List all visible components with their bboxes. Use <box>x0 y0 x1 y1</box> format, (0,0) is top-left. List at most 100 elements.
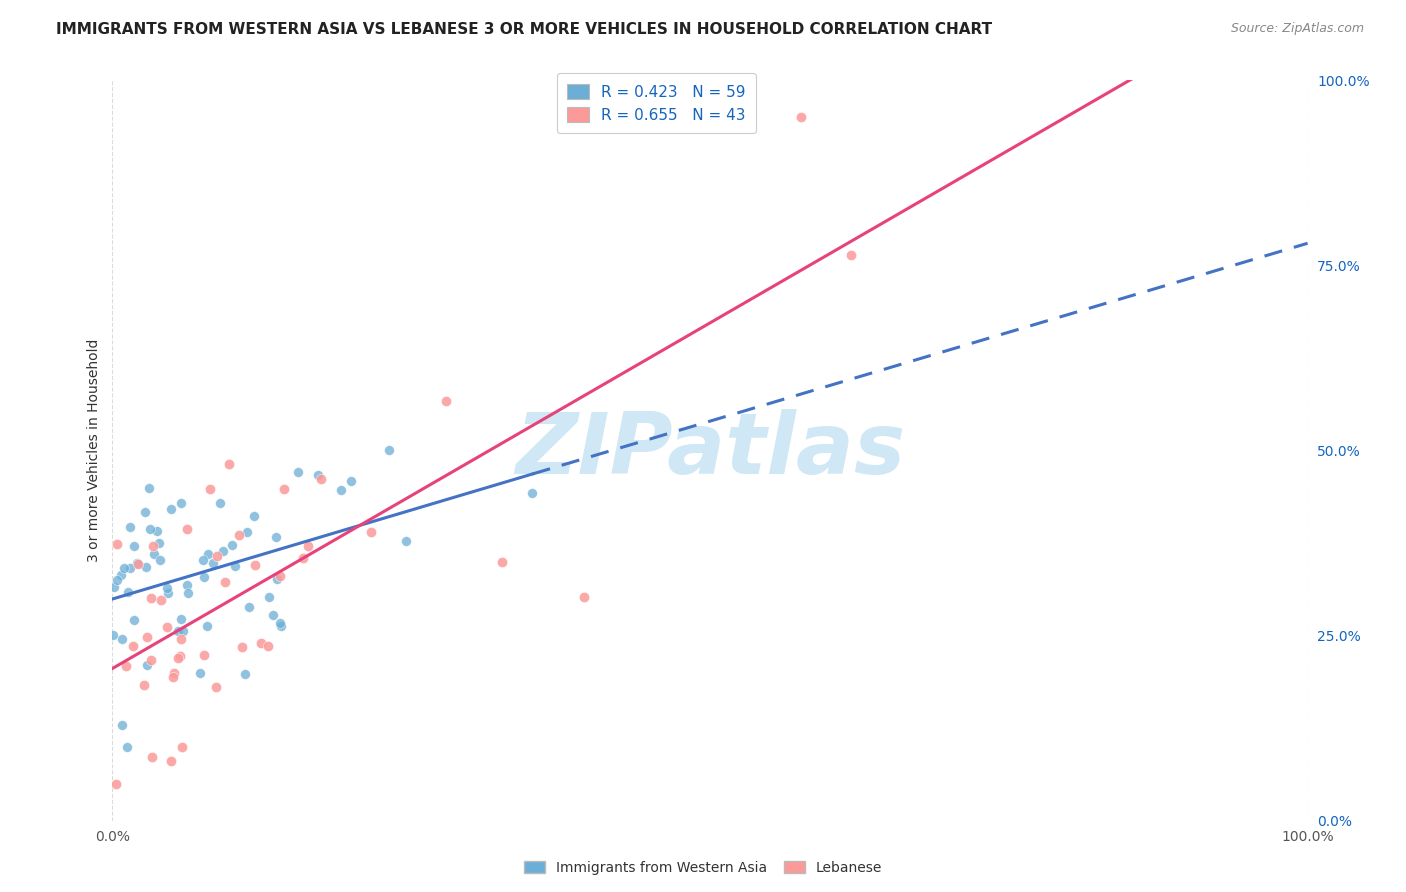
Point <box>231 640 253 655</box>
Point <box>118 520 141 534</box>
Point <box>201 557 224 571</box>
Point <box>218 457 240 471</box>
Point <box>172 624 194 638</box>
Point <box>167 624 190 639</box>
Point <box>103 580 125 594</box>
Point <box>122 539 145 553</box>
Point <box>135 559 157 574</box>
Legend: Immigrants from Western Asia, Lebanese: Immigrants from Western Asia, Lebanese <box>519 855 887 880</box>
Point <box>142 539 165 553</box>
Point <box>297 540 319 554</box>
Point <box>236 524 259 539</box>
Y-axis label: 3 or more Vehicles in Household: 3 or more Vehicles in Household <box>87 339 101 562</box>
Point <box>160 754 183 768</box>
Point <box>257 640 280 654</box>
Point <box>162 666 184 681</box>
Point <box>115 739 138 754</box>
Point <box>264 530 287 544</box>
Point <box>262 607 284 622</box>
Point <box>214 575 236 590</box>
Point <box>270 619 292 633</box>
Point <box>242 508 264 523</box>
Point <box>491 556 513 570</box>
Point <box>135 658 157 673</box>
Text: ZIPatlas: ZIPatlas <box>515 409 905 492</box>
Point <box>169 648 191 663</box>
Point <box>238 599 260 614</box>
Point <box>170 496 193 510</box>
Point <box>142 548 165 562</box>
Point <box>224 558 246 573</box>
Point <box>110 567 132 582</box>
Point <box>330 483 353 497</box>
Point <box>156 620 179 634</box>
Point <box>176 577 198 591</box>
Point <box>228 528 250 542</box>
Point <box>233 667 256 681</box>
Point <box>162 670 184 684</box>
Point <box>287 465 309 479</box>
Point <box>188 665 211 680</box>
Point <box>572 591 595 605</box>
Point <box>172 740 194 755</box>
Point <box>273 482 295 496</box>
Point <box>839 248 862 262</box>
Point <box>257 590 280 604</box>
Point <box>105 536 128 550</box>
Point <box>139 591 162 605</box>
Point <box>377 443 399 458</box>
Point <box>120 560 142 574</box>
Point <box>139 653 162 667</box>
Point <box>122 613 145 627</box>
Point <box>138 481 160 495</box>
Point <box>789 111 811 125</box>
Point <box>156 582 179 596</box>
Point <box>148 536 170 550</box>
Point <box>139 522 162 536</box>
Point <box>291 550 314 565</box>
Point <box>149 553 172 567</box>
Point <box>111 717 134 731</box>
Point <box>135 630 157 644</box>
Point <box>117 585 139 599</box>
Point <box>127 558 149 572</box>
Point <box>146 524 169 538</box>
Point <box>132 678 155 692</box>
Point <box>212 544 235 558</box>
Point <box>197 547 219 561</box>
Legend: R = 0.423   N = 59, R = 0.655   N = 43: R = 0.423 N = 59, R = 0.655 N = 43 <box>557 73 756 133</box>
Point <box>307 468 329 483</box>
Point <box>269 615 291 630</box>
Point <box>110 632 132 647</box>
Point <box>266 572 288 586</box>
Point <box>434 393 457 408</box>
Point <box>170 632 193 646</box>
Point <box>269 569 291 583</box>
Point <box>141 750 163 764</box>
Point <box>105 573 128 587</box>
Point <box>205 549 228 564</box>
Point <box>112 561 135 575</box>
Point <box>208 496 231 510</box>
Point <box>195 619 218 633</box>
Point <box>394 534 416 549</box>
Point <box>157 586 180 600</box>
Point <box>134 505 156 519</box>
Point <box>105 776 128 791</box>
Point <box>170 612 193 626</box>
Point <box>193 648 215 663</box>
Point <box>122 639 145 653</box>
Point <box>243 558 266 572</box>
Point <box>200 482 222 496</box>
Point <box>176 522 198 536</box>
Point <box>221 538 243 552</box>
Point <box>149 592 172 607</box>
Point <box>522 486 544 500</box>
Point <box>167 650 190 665</box>
Point <box>125 556 148 570</box>
Point <box>177 585 200 599</box>
Point <box>205 680 228 694</box>
Point <box>191 553 214 567</box>
Point <box>193 570 215 584</box>
Point <box>340 475 363 489</box>
